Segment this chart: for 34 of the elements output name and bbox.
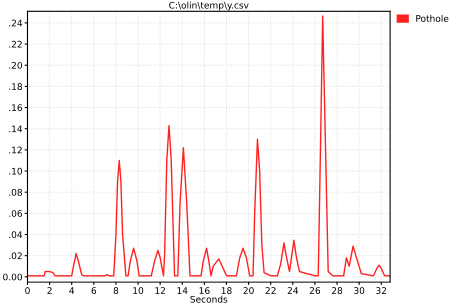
x-tick-label: 4 <box>69 287 74 294</box>
y-tick-label: .20 <box>9 62 22 69</box>
chart-title: C:\olin\temp\y.csv <box>169 2 249 10</box>
x-tick-label: 16 <box>200 287 210 294</box>
y-tick-label: .16 <box>9 104 22 112</box>
x-tick-label: 28 <box>332 287 342 294</box>
x-tick-label: 30 <box>354 287 364 294</box>
y-tick-label: .02 <box>9 252 22 260</box>
x-axis-title: Seconds <box>190 296 228 303</box>
y-tick-label: .12 <box>9 146 22 154</box>
y-tick-label: 0.00 <box>3 274 22 280</box>
x-tick-label: 12 <box>155 287 165 294</box>
x-tick-label: 2 <box>47 287 52 294</box>
x-tick-label: 20 <box>244 287 254 294</box>
x-tick-label: 0 <box>25 287 30 294</box>
y-tick-label: .18 <box>9 83 22 90</box>
legend-label: Pothole <box>416 14 448 22</box>
y-tick-label: .14 <box>9 126 22 132</box>
x-tick-label: 14 <box>178 287 188 294</box>
x-tick-label: 22 <box>266 287 276 294</box>
x-tick-label: 26 <box>310 287 320 294</box>
y-tick-label: .22 <box>9 40 22 48</box>
y-tick-label: .04 <box>9 231 22 238</box>
y-tick-label: .06 <box>9 210 22 217</box>
x-tick-label: 8 <box>114 287 118 294</box>
y-tick-label: .10 <box>9 168 22 175</box>
x-tick-label: 6 <box>92 287 96 294</box>
x-tick-label: 18 <box>222 287 232 294</box>
x-tick-label: 24 <box>288 287 298 294</box>
y-tick-label: .08 <box>9 188 22 196</box>
x-tick-label: 32 <box>376 287 386 294</box>
y-tick-label: .24 <box>9 20 22 26</box>
x-tick-label: 10 <box>133 287 144 294</box>
line-series <box>27 15 390 276</box>
